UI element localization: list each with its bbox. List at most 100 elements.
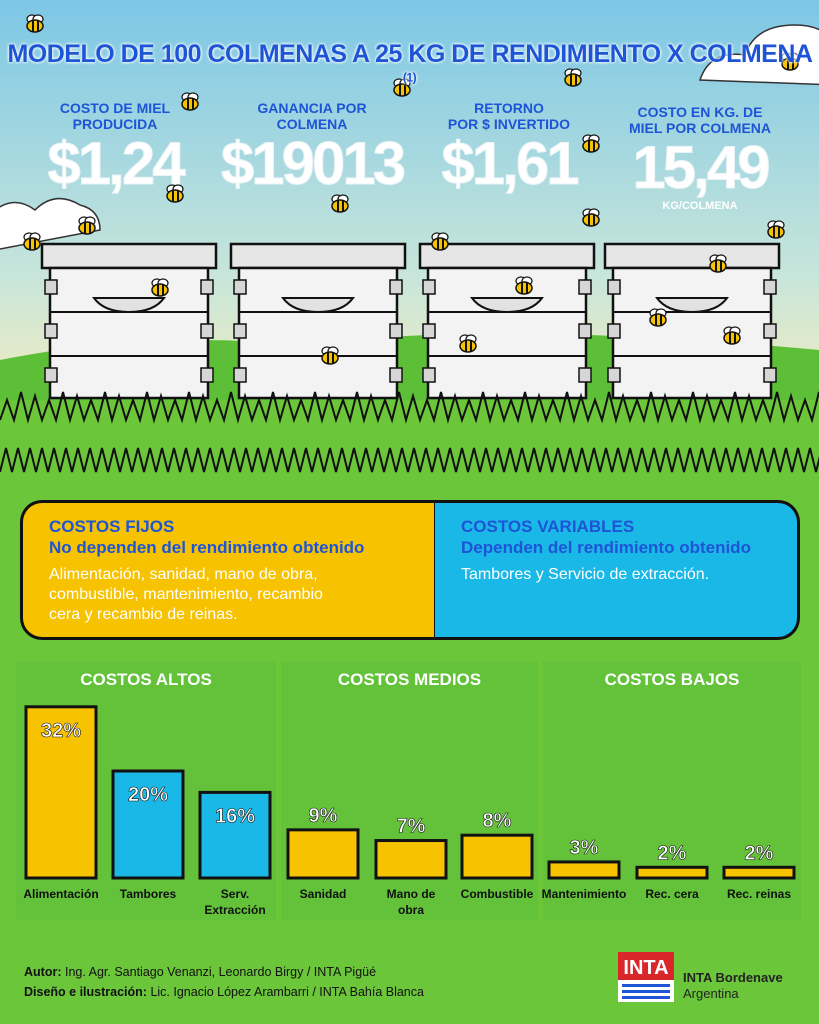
beehive [40, 242, 218, 400]
stat-label: GANANCIA POR [257, 100, 367, 116]
stat-kg-per-hive: COSTO EN KG. DE MIEL POR COLMENA 15,49 K… [610, 104, 790, 212]
bee-icon [709, 254, 727, 273]
stat-label: COSTO DE MIEL [59, 100, 171, 116]
logo-org: INTA Bordenave [683, 970, 783, 985]
bar-category-label: Mantenimiento [542, 887, 627, 901]
credits: Autor: Ing. Agr. Santiago Venanzi, Leona… [24, 962, 424, 1002]
logo-mark: INTA [623, 957, 668, 979]
bar [635, 865, 709, 880]
stat-label: RETORNO [474, 100, 544, 116]
bee-icon [78, 216, 96, 235]
bar [460, 833, 534, 880]
bee-icon [393, 78, 411, 97]
grass-line [0, 391, 819, 424]
variable-costs-line: Tambores y Servicio de extracción. [461, 566, 710, 583]
bar [24, 705, 98, 880]
fixed-costs-text: Alimentación, sanidad, mano de obra, com… [49, 565, 323, 625]
bar-value-label: 9% [309, 805, 338, 827]
bar-category-label: obra [398, 903, 424, 917]
bee-icon [582, 208, 600, 227]
beehives [40, 242, 781, 400]
bar [374, 839, 448, 880]
bee-icon [459, 334, 477, 353]
bee-icon [181, 92, 199, 111]
page-title: MODELO DE 100 COLMENAS A 25 KG DE RENDIM… [0, 40, 819, 98]
stat-profit-per-hive: GANANCIA POR COLMENA $19013 [212, 100, 412, 196]
bee-icon [781, 52, 799, 71]
bar-category-label: Combustible [461, 887, 534, 901]
panel-heading: COSTOS ALTOS [80, 670, 212, 689]
variable-costs-text: Tambores y Servicio de extracción. [461, 565, 709, 585]
stat-label: COLMENA [276, 116, 348, 132]
bee-icon [26, 14, 44, 33]
bee-icon [649, 308, 667, 327]
grass-line [0, 447, 819, 473]
bee-icon [431, 232, 449, 251]
bar-category-label: Tambores [120, 887, 177, 901]
stat-label: POR $ INVERTIDO [447, 116, 571, 132]
title-note: (1) [402, 70, 417, 85]
fixed-costs-subheading: No dependen del rendimiento obtenido [49, 538, 365, 557]
bar-category-label: Sanidad [300, 887, 347, 901]
author-label: Autor: [24, 965, 62, 979]
bee-icon [151, 278, 169, 297]
bar [722, 865, 796, 880]
bees [23, 14, 799, 365]
logo-text: INTA Bordenave Argentina [683, 970, 783, 1002]
variable-costs-subheading: Dependen del rendimiento obtenido [461, 538, 751, 557]
bar [286, 828, 360, 880]
stat-cost-per-honey: COSTO DE MIEL PRODUCIDA $1,24 [30, 100, 200, 196]
bee-icon [515, 276, 533, 295]
bar-value-label: 8% [483, 810, 512, 832]
bar-value-label: 32% [41, 720, 81, 742]
bar-category-label: Rec. cera [645, 887, 699, 901]
beehive [229, 242, 407, 400]
stat-value: $19013 [220, 130, 406, 197]
fixed-costs-line: combustible, mantenimiento, recambio [49, 586, 323, 603]
bee-icon [582, 134, 600, 153]
design-text: Lic. Ignacio López Arambarri / INTA Bahí… [150, 985, 424, 999]
bar [198, 790, 272, 880]
fixed-costs-heading: COSTOS FIJOS [49, 517, 175, 536]
beehive [603, 242, 781, 400]
bee-icon [564, 68, 582, 87]
bar-value-label: 2% [658, 842, 687, 864]
bar-category-label: Alimentación [23, 887, 98, 901]
stat-value: 15,49 [632, 134, 771, 201]
beehive [418, 242, 596, 400]
bar-category-label: Rec. reinas [727, 887, 791, 901]
bee-icon [723, 326, 741, 345]
stat-unit: KG/COLMENA [662, 200, 738, 212]
title-text: MODELO DE 100 COLMENAS A 25 KG DE RENDIM… [7, 40, 812, 68]
fixed-costs-box: COSTOS FIJOS No dependen del rendimiento… [20, 500, 436, 640]
stat-return: RETORNO POR $ INVERTIDO $1,61 [424, 100, 594, 196]
panel-heading: COSTOS MEDIOS [337, 670, 482, 689]
panel-heading: COSTOS BAJOS [604, 670, 740, 689]
bar-value-label: 3% [570, 837, 599, 859]
bar [547, 860, 621, 880]
bee-icon [23, 232, 41, 251]
bar-category-label: Serv. [221, 887, 249, 901]
fixed-costs-line: Alimentación, sanidad, mano de obra, [49, 566, 318, 583]
stat-label: MIEL POR COLMENA [628, 120, 772, 136]
bar-value-label: 2% [745, 842, 774, 864]
variable-costs-heading: COSTOS VARIABLES [461, 517, 635, 536]
bar-category-label: Extracción [204, 903, 265, 917]
bar-category-label: Mano de [387, 887, 436, 901]
stat-value: $1,61 [441, 130, 580, 197]
stat-value: $1,24 [47, 130, 186, 197]
bee-icon [166, 184, 184, 203]
stat-label: PRODUCIDA [72, 116, 158, 132]
inta-logo: INTA [618, 952, 674, 1002]
bee-icon [767, 220, 785, 239]
bar [111, 769, 185, 880]
author-text: Ing. Agr. Santiago Venanzi, Leonardo Bir… [64, 965, 377, 979]
bee-icon [321, 346, 339, 365]
variable-costs-box: COSTOS VARIABLES Dependen del rendimient… [434, 500, 800, 640]
bee-icon [331, 194, 349, 213]
logo-country: Argentina [683, 986, 739, 1001]
fixed-costs-line: cera y recambio de reinas. [49, 606, 238, 623]
bar-value-label: 20% [128, 784, 168, 806]
